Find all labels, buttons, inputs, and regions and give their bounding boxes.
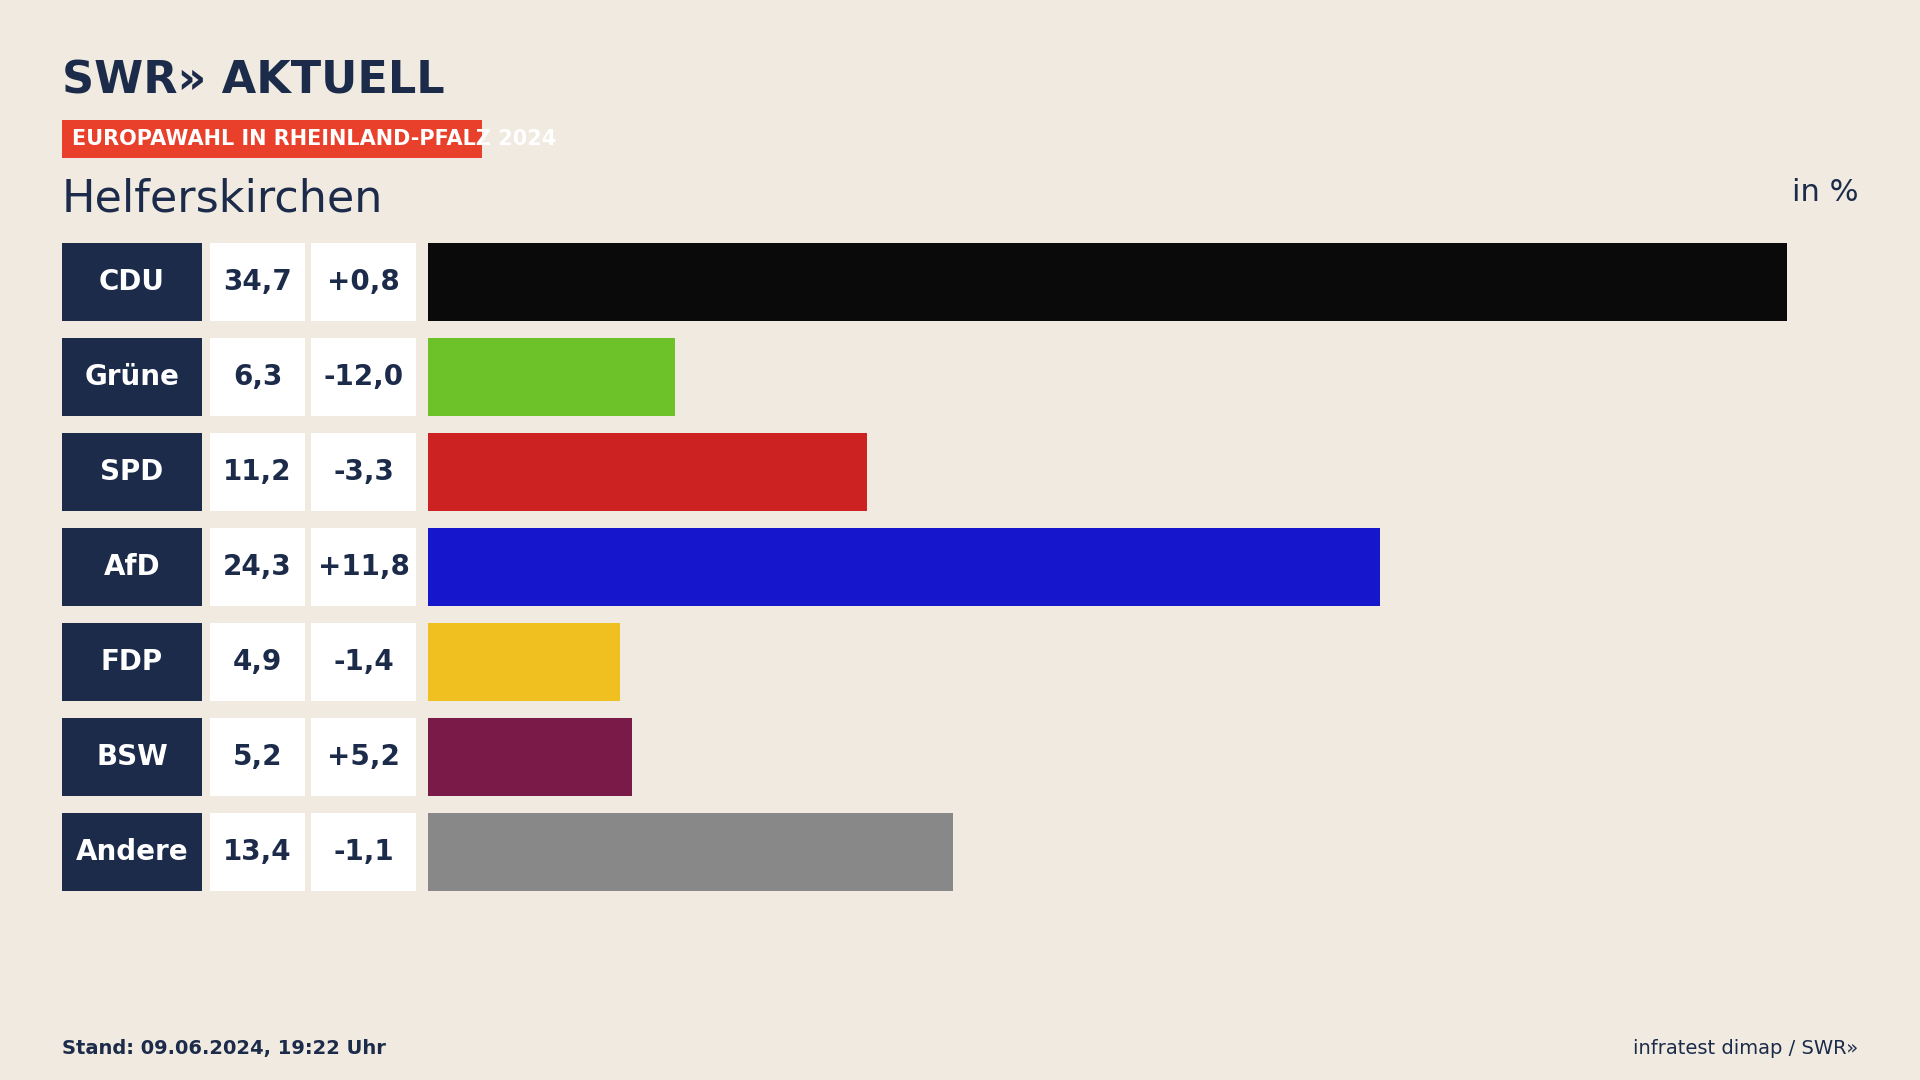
Text: SWR» AKTUELL: SWR» AKTUELL — [61, 60, 445, 103]
Text: SPD: SPD — [100, 458, 163, 486]
Bar — [311, 623, 417, 701]
Bar — [61, 243, 202, 321]
Text: +5,2: +5,2 — [326, 743, 399, 771]
Bar — [428, 813, 952, 891]
Bar — [311, 528, 417, 606]
Text: AfD: AfD — [104, 553, 159, 581]
Bar — [209, 528, 305, 606]
Bar — [61, 813, 202, 891]
Bar — [311, 338, 417, 416]
Text: -1,4: -1,4 — [334, 648, 394, 676]
Text: Stand: 09.06.2024, 19:22 Uhr: Stand: 09.06.2024, 19:22 Uhr — [61, 1039, 386, 1058]
Bar — [61, 623, 202, 701]
Text: -3,3: -3,3 — [332, 458, 394, 486]
Bar — [61, 528, 202, 606]
Text: Andere: Andere — [75, 838, 188, 866]
Bar — [428, 243, 1788, 321]
Text: BSW: BSW — [96, 743, 167, 771]
Bar — [311, 813, 417, 891]
Text: in %: in % — [1791, 178, 1859, 207]
Text: 34,7: 34,7 — [223, 268, 292, 296]
Text: Grüne: Grüne — [84, 363, 179, 391]
Bar — [209, 623, 305, 701]
Bar — [428, 623, 620, 701]
Bar — [209, 243, 305, 321]
Text: 13,4: 13,4 — [223, 838, 292, 866]
Text: FDP: FDP — [102, 648, 163, 676]
Text: 11,2: 11,2 — [223, 458, 292, 486]
Text: -12,0: -12,0 — [323, 363, 403, 391]
Bar — [311, 243, 417, 321]
Bar — [209, 718, 305, 796]
Bar — [61, 433, 202, 511]
Bar — [209, 338, 305, 416]
Text: 4,9: 4,9 — [232, 648, 282, 676]
Bar — [428, 433, 866, 511]
Bar — [209, 433, 305, 511]
Bar — [311, 718, 417, 796]
Text: EUROPAWAHL IN RHEINLAND-PFALZ 2024: EUROPAWAHL IN RHEINLAND-PFALZ 2024 — [73, 129, 557, 149]
Bar — [428, 718, 632, 796]
Text: CDU: CDU — [100, 268, 165, 296]
Bar — [428, 338, 674, 416]
Bar — [209, 813, 305, 891]
Bar — [428, 528, 1380, 606]
Bar — [61, 120, 482, 158]
Text: 24,3: 24,3 — [223, 553, 292, 581]
Bar — [311, 433, 417, 511]
Text: infratest dimap / SWR»: infratest dimap / SWR» — [1632, 1039, 1859, 1058]
Text: 6,3: 6,3 — [232, 363, 282, 391]
Text: +11,8: +11,8 — [317, 553, 409, 581]
Text: +0,8: +0,8 — [326, 268, 399, 296]
Text: 5,2: 5,2 — [232, 743, 282, 771]
Text: Helferskirchen: Helferskirchen — [61, 178, 384, 221]
Bar — [61, 338, 202, 416]
Text: -1,1: -1,1 — [334, 838, 394, 866]
Bar — [61, 718, 202, 796]
